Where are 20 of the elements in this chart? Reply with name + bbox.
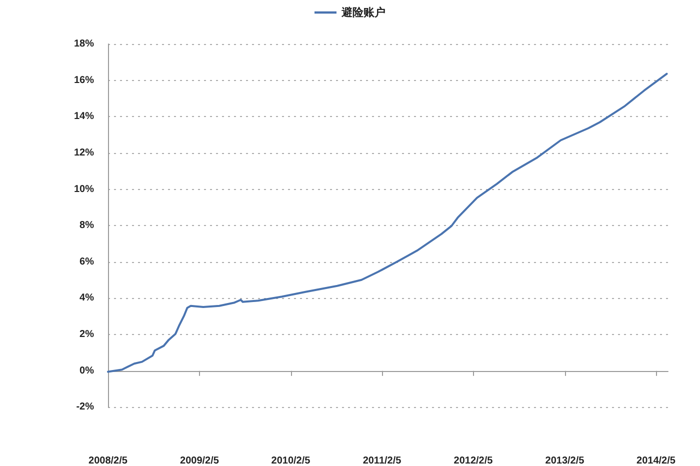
y-tick-label: 10% [74, 184, 94, 195]
y-tick-label: -2% [76, 402, 94, 413]
y-tick-label: 2% [80, 329, 94, 340]
x-tick-label: 2014/2/5 [636, 456, 676, 466]
y-tick-label: 12% [74, 147, 94, 158]
x-tick-label: 2010/2/5 [271, 456, 311, 466]
x-tick-label: 2012/2/5 [454, 456, 494, 466]
x-tick-label: 2013/2/5 [545, 456, 585, 466]
legend-label: 避险账户 [340, 6, 386, 19]
y-tick-label: 0% [80, 365, 94, 376]
x-tick-label: 2011/2/5 [362, 456, 402, 466]
y-tick-label: 8% [80, 220, 94, 232]
y-tick-label: 4% [80, 292, 94, 304]
y-tick-label: 16% [74, 74, 94, 86]
line-series [107, 72, 668, 373]
y-tick-label: 18% [74, 38, 94, 50]
x-tick-label: 2008/2/5 [88, 456, 128, 466]
x-tick-label: 2009/2/5 [180, 456, 220, 466]
y-tick-label: 6% [80, 256, 94, 268]
y-tick-label: 14% [74, 111, 94, 122]
